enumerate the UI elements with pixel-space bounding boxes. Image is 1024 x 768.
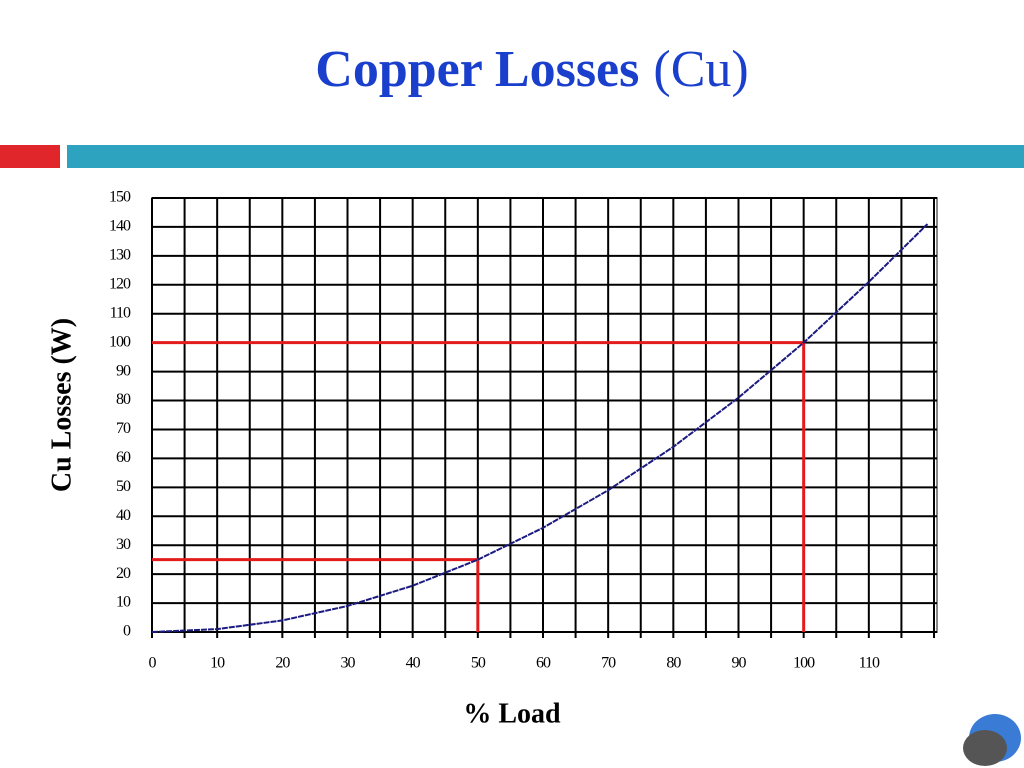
x-tick-label: 40	[406, 655, 421, 672]
y-tick-label: 100	[109, 333, 131, 350]
y-tick-label: 140	[109, 218, 131, 235]
x-tick-label: 50	[471, 655, 486, 672]
y-tick-label: 110	[110, 304, 131, 321]
y-tick-label: 40	[116, 507, 131, 524]
y-tick-label: 130	[109, 247, 131, 264]
x-tick-label: 60	[536, 655, 551, 672]
mascot	[963, 714, 1021, 766]
y-tick-label: 0	[123, 623, 131, 640]
x-tick-label: 70	[601, 655, 616, 672]
title-suffix: (Cu)	[653, 41, 748, 98]
x-tick-label: 20	[275, 655, 290, 672]
y-tick-label: 150	[109, 189, 131, 206]
y-tick-label: 60	[116, 449, 131, 466]
title-main: Copper Losses	[315, 41, 639, 98]
y-tick-label: 80	[116, 391, 131, 408]
slide-title: Copper Losses (Cu)	[315, 41, 748, 98]
plot-border	[151, 197, 938, 633]
y-tick-label: 30	[116, 536, 131, 553]
y-tick-label: 10	[116, 594, 131, 611]
x-tick-label: 90	[732, 655, 747, 672]
y-tick-label: 50	[116, 478, 131, 495]
y-tick-label: 90	[116, 362, 131, 379]
accent-bar-blue	[67, 145, 1024, 168]
x-tick-label: 100	[793, 655, 815, 672]
x-tick-label: 80	[666, 655, 681, 672]
x-tick-label: 110	[859, 655, 880, 672]
y-tick-label: 120	[109, 275, 131, 292]
x-tick-label: 30	[341, 655, 356, 672]
y-tick-label: 20	[116, 565, 131, 582]
data-line	[151, 223, 929, 633]
y-axis-label: Cu Losses (W)	[46, 318, 77, 492]
x-axis-label: % Load	[463, 698, 561, 729]
x-tick-label: 10	[210, 655, 225, 672]
accent-bar-red	[0, 145, 60, 168]
x-tick-label: 0	[149, 655, 157, 672]
y-tick-label: 70	[116, 420, 131, 437]
